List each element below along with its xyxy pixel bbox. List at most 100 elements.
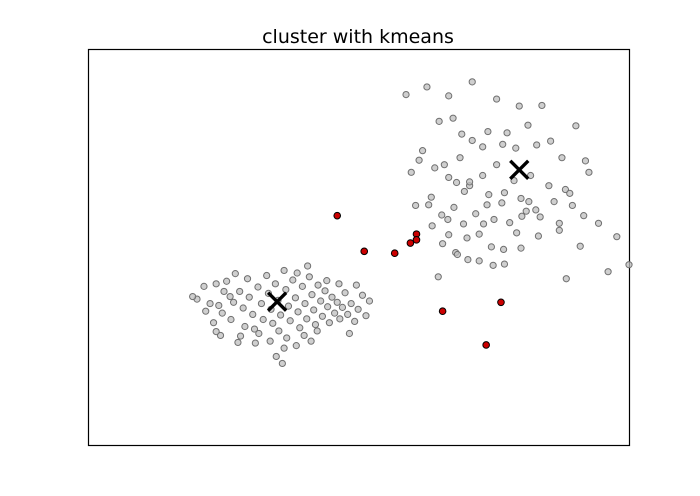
outlier-point [497, 298, 505, 307]
cluster-point [202, 307, 210, 315]
cluster-point [562, 275, 570, 283]
cluster-point [317, 297, 325, 305]
cluster-point [466, 178, 474, 186]
cluster-point [212, 280, 220, 288]
cluster-point [468, 78, 476, 86]
cluster-point [479, 220, 488, 228]
cluster-point [283, 334, 291, 342]
cluster-point [286, 317, 294, 325]
cluster-point [236, 332, 245, 340]
cluster-point [418, 147, 427, 155]
cluster-point [483, 201, 491, 209]
cluster-point [298, 282, 306, 290]
cluster-point [525, 198, 533, 206]
cluster-point [314, 281, 322, 289]
outlier-point [390, 249, 399, 258]
cluster-point [251, 339, 259, 347]
plot-area [87, 48, 631, 447]
cluster-point [328, 293, 336, 301]
cluster-point [499, 245, 508, 254]
cluster-point [223, 277, 231, 285]
cluster-point [517, 244, 525, 252]
cluster-point [513, 229, 521, 237]
cluster-point [499, 140, 507, 148]
cluster-point [305, 273, 313, 281]
cluster-point [255, 329, 263, 338]
cluster-point [358, 291, 367, 299]
cluster-point [550, 198, 558, 206]
cluster-point [239, 304, 247, 312]
cluster-point [249, 310, 257, 318]
cluster-point [576, 242, 584, 250]
cluster-point [450, 203, 458, 211]
cluster-point [475, 230, 483, 238]
cluster-point [304, 262, 312, 270]
cluster-point [580, 212, 588, 220]
cluster-point [518, 212, 526, 220]
cluster-point [438, 211, 446, 219]
cluster-point [515, 102, 523, 110]
cluster-point [216, 331, 225, 340]
cluster-point [209, 319, 218, 327]
cluster-point [500, 260, 509, 268]
centroid-stroke [266, 291, 288, 312]
cluster-point [475, 257, 483, 265]
cluster-point [313, 327, 321, 335]
cluster-point [498, 199, 506, 207]
cluster-point [271, 280, 279, 288]
cluster-point [245, 293, 253, 301]
cluster-point [310, 306, 318, 314]
cluster-point [311, 320, 320, 329]
cluster-point [341, 289, 349, 297]
cluster-point [189, 292, 197, 301]
cluster-point [344, 310, 352, 318]
outlier-point [412, 236, 421, 244]
cluster-point [517, 194, 525, 203]
cluster-point [282, 285, 290, 294]
cluster-point [428, 222, 436, 230]
cluster-point [236, 287, 244, 296]
cluster-point [226, 292, 234, 301]
cluster-point [293, 269, 301, 277]
cluster-point [333, 298, 341, 306]
cluster-point [452, 178, 461, 187]
cluster-point [354, 305, 362, 313]
cluster-point [524, 121, 532, 129]
cluster-point [427, 193, 435, 201]
cluster-point [479, 143, 487, 151]
cluster-point [558, 154, 566, 162]
cluster-point [572, 122, 580, 130]
cluster-point [365, 297, 374, 305]
cluster-point [506, 219, 514, 227]
cluster-point [456, 154, 464, 162]
cluster-point [296, 324, 304, 332]
cluster-point [291, 294, 300, 302]
cluster-point [533, 141, 541, 149]
cluster-point [487, 243, 495, 251]
cluster-point [415, 156, 423, 164]
cluster-point [585, 168, 593, 176]
cluster-point [439, 240, 447, 248]
cluster-point [323, 277, 331, 285]
cluster-point [325, 319, 333, 327]
cluster-point [301, 299, 309, 308]
cluster-point [402, 90, 410, 99]
centroid-marker [509, 159, 530, 180]
cluster-point [275, 327, 283, 335]
cluster-point [243, 275, 252, 283]
cluster-point [440, 161, 448, 169]
cluster-point [503, 129, 511, 137]
cluster-point [234, 338, 242, 347]
centroid-marker [266, 291, 288, 312]
centroid-stroke [509, 159, 530, 180]
cluster-point [445, 92, 453, 100]
cluster-point [307, 337, 315, 345]
chart-title: cluster with kmeans [262, 26, 454, 48]
cluster-point [407, 168, 415, 176]
cluster-point [484, 127, 492, 136]
cluster-point [444, 215, 452, 224]
outlier-point [360, 247, 369, 256]
cluster-point [526, 171, 535, 180]
cluster-point [218, 309, 226, 317]
cluster-point [449, 114, 457, 122]
